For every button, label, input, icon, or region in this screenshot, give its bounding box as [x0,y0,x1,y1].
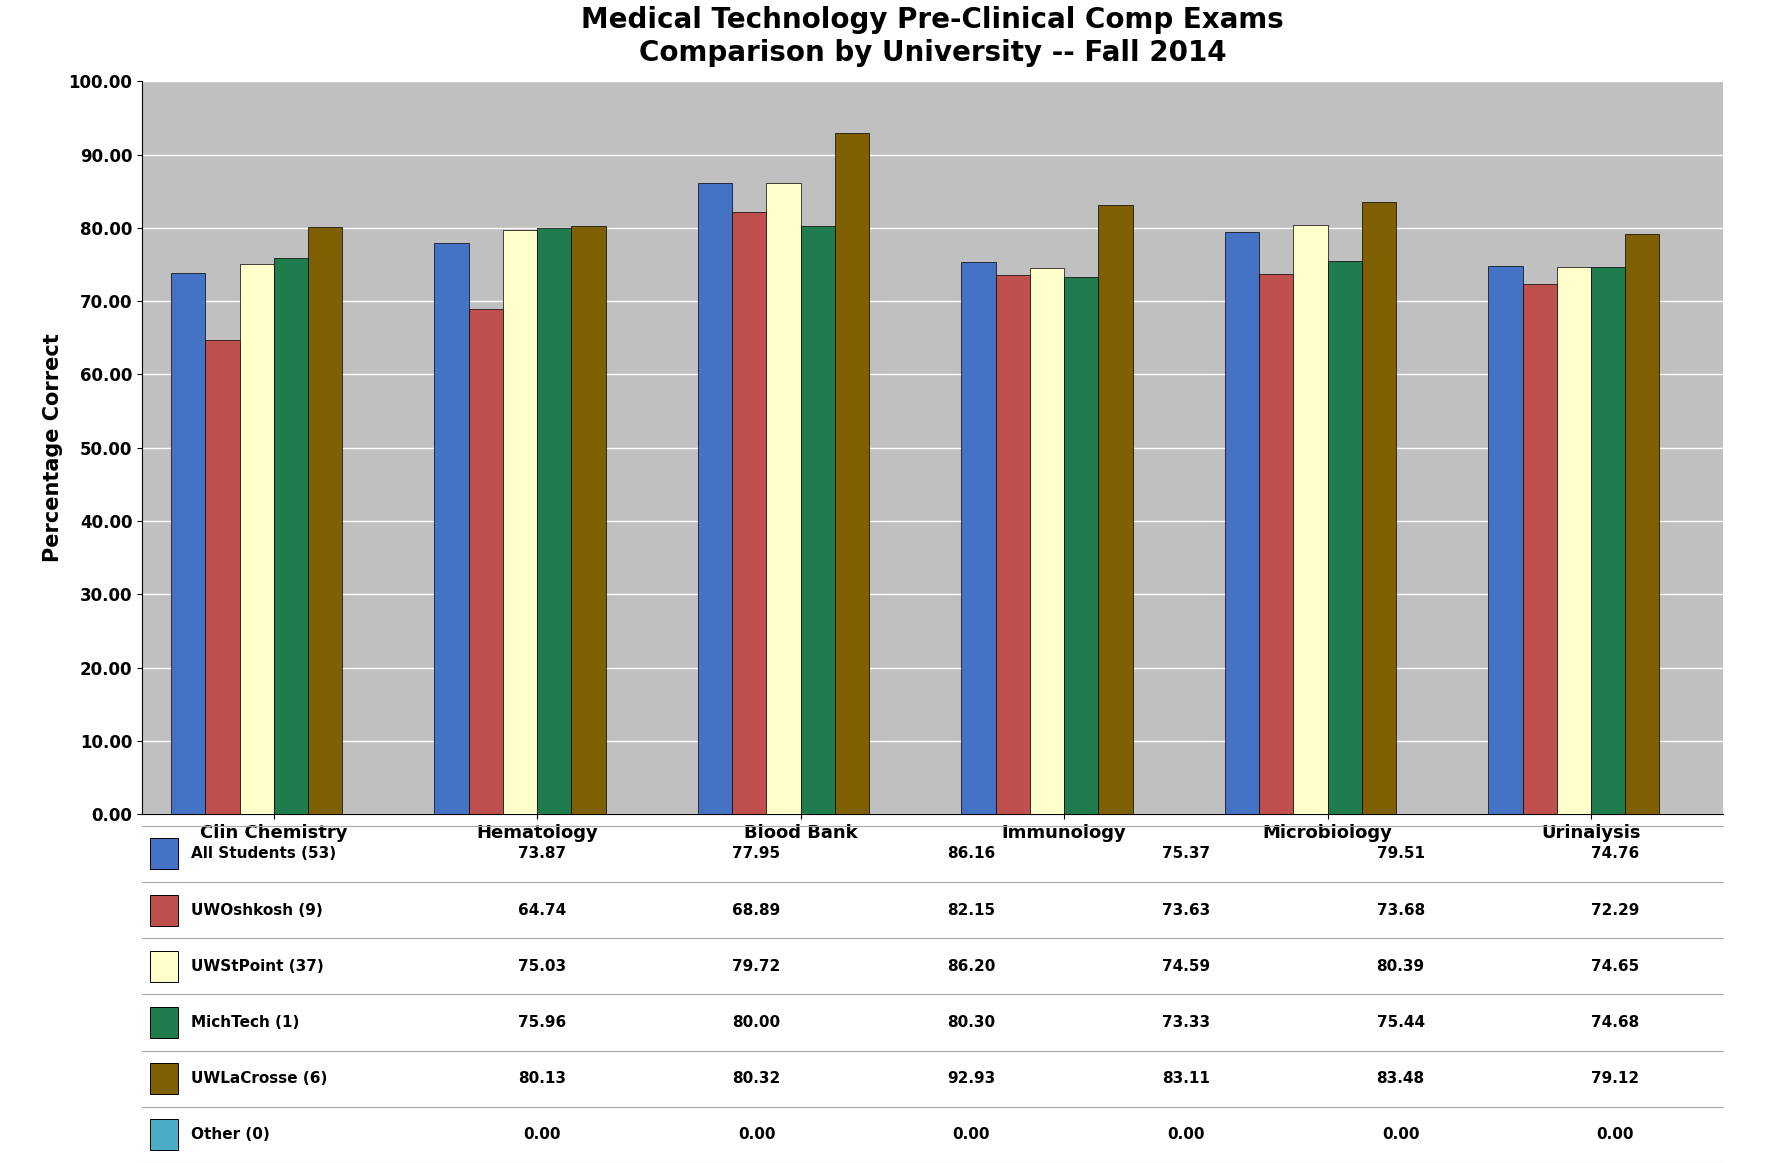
Text: UWLaCrosse (6): UWLaCrosse (6) [192,1071,327,1086]
Bar [149,1007,178,1037]
Bar [1030,267,1064,814]
Bar [801,226,835,814]
Bar [572,226,606,814]
Text: 80.39: 80.39 [1376,958,1424,973]
Text: 0.00: 0.00 [737,1127,776,1142]
Bar [149,1120,178,1150]
Bar [961,262,996,814]
Text: 80.30: 80.30 [947,1015,995,1030]
Text: 80.00: 80.00 [732,1015,781,1030]
Text: 0.00: 0.00 [1382,1127,1419,1142]
Bar [1522,285,1558,814]
Title: Medical Technology Pre-Clinical Comp Exams
Comparison by University -- Fall 2014: Medical Technology Pre-Clinical Comp Exa… [581,6,1284,66]
Text: 75.03: 75.03 [519,958,567,973]
Text: 75.96: 75.96 [519,1015,567,1030]
Bar [767,183,801,814]
Text: 79.51: 79.51 [1376,847,1424,862]
Bar [170,273,206,814]
Bar [1362,202,1396,814]
Text: 0.00: 0.00 [1167,1127,1204,1142]
Bar [1259,274,1293,814]
Text: 79.12: 79.12 [1591,1071,1639,1086]
Text: 0.00: 0.00 [1597,1127,1634,1142]
Bar [149,839,178,869]
Text: 73.87: 73.87 [519,847,567,862]
Text: 73.63: 73.63 [1162,902,1209,918]
Bar [1558,267,1591,814]
Bar [149,1063,178,1094]
Text: 68.89: 68.89 [732,902,781,918]
Bar [274,257,307,814]
Bar [835,134,868,814]
Bar [1625,235,1659,814]
Bar [149,894,178,926]
Text: 0.00: 0.00 [952,1127,989,1142]
Bar [732,212,767,814]
Bar [149,951,178,982]
Text: 77.95: 77.95 [732,847,781,862]
Text: 73.33: 73.33 [1162,1015,1209,1030]
Text: 83.48: 83.48 [1376,1071,1424,1086]
Bar [1328,262,1362,814]
Text: MichTech (1): MichTech (1) [192,1015,300,1030]
Bar [698,183,732,814]
Text: 86.20: 86.20 [947,958,995,973]
Bar [1488,266,1522,814]
Text: 74.76: 74.76 [1591,847,1639,862]
Text: 75.44: 75.44 [1376,1015,1424,1030]
Bar [240,264,274,814]
Text: 73.68: 73.68 [1376,902,1424,918]
Bar [307,227,343,814]
Text: 72.29: 72.29 [1591,902,1639,918]
Text: 92.93: 92.93 [947,1071,995,1086]
Text: 74.65: 74.65 [1591,958,1639,973]
Y-axis label: Percentage Correct: Percentage Correct [43,334,62,562]
Bar [1293,226,1327,814]
Text: 80.32: 80.32 [732,1071,781,1086]
Text: 75.37: 75.37 [1162,847,1209,862]
Bar [206,340,240,814]
Bar [536,228,572,814]
Text: 82.15: 82.15 [947,902,995,918]
Bar [503,230,536,814]
Text: Other (0): Other (0) [192,1127,270,1142]
Bar [996,274,1030,814]
Bar [435,243,469,814]
Bar [1098,205,1133,814]
Text: 74.59: 74.59 [1162,958,1209,973]
Text: 83.11: 83.11 [1162,1071,1209,1086]
Bar [469,309,503,814]
Bar [1591,267,1625,814]
Text: UWStPoint (37): UWStPoint (37) [192,958,323,973]
Text: UWOshkosh (9): UWOshkosh (9) [192,902,323,918]
Text: 80.13: 80.13 [519,1071,567,1086]
Text: 86.16: 86.16 [947,847,995,862]
Text: 64.74: 64.74 [519,902,567,918]
Bar [1064,277,1098,814]
Text: All Students (53): All Students (53) [192,847,336,862]
Text: 0.00: 0.00 [524,1127,561,1142]
Text: 79.72: 79.72 [732,958,781,973]
Text: 74.68: 74.68 [1591,1015,1639,1030]
Bar [1225,231,1259,814]
